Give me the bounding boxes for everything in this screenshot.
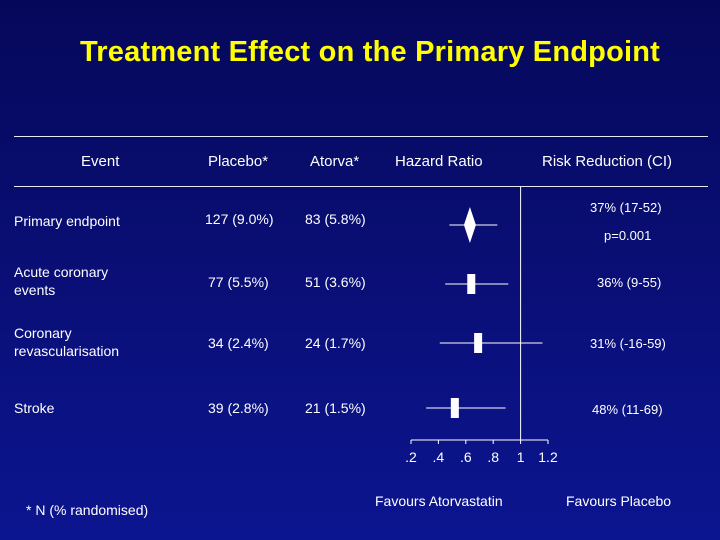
row-atorva-revascularisation: 24 (1.7%) [305,335,366,351]
row-risk-acute-coronary: 36% (9-55) [597,275,662,290]
header-event: Event [81,153,120,170]
header-hazard-ratio: Hazard Ratio [395,153,483,170]
hazard-ratio-marker [467,274,476,294]
footnote: * N (% randomised) [26,502,149,518]
header-atorva: Atorva* [310,153,360,170]
page-title: Treatment Effect on the Primary Endpoint [79,36,661,68]
favours-placebo-label: Favours Placebo [566,493,672,509]
x-tick-label: 1 [517,449,525,465]
hazard-ratio-diamond [463,207,476,243]
row-risk-stroke: 48% (11-69) [592,402,663,417]
top-rule [14,136,708,137]
header-placebo: Placebo* [208,153,269,170]
row-placebo-stroke: 39 (2.8%) [208,400,269,416]
x-tick-label: .6 [460,449,472,465]
x-tick-label: .2 [405,449,417,465]
header-rule [14,186,708,187]
row-event-acute-coronary: Acute coronary events [14,264,109,298]
row-placebo-primary: 127 (9.0%) [205,211,274,227]
favours-atorvastatin-label: Favours Atorvastatin [375,493,503,509]
x-tick-label: 1.2 [538,449,558,465]
row-atorva-primary: 83 (5.8%) [305,211,366,227]
header-risk-reduction: Risk Reduction (CI) [542,153,673,170]
row-event-stroke: Stroke [14,400,55,416]
x-tick-label: .4 [433,449,445,465]
row-atorva-acute-coronary: 51 (3.6%) [305,274,366,290]
hazard-ratio-marker [474,333,483,353]
row-event-revascularisation: Coronary revascularisation [14,325,120,359]
row-risk-revascularisation: 31% (-16-59) [590,336,666,351]
row-event-primary: Primary endpoint [14,213,120,229]
hazard-ratio-marker [450,398,459,418]
row-placebo-acute-coronary: 77 (5.5%) [208,274,269,290]
x-tick-label: .8 [487,449,499,465]
row-pvalue-primary: p=0.001 [604,228,652,243]
row-risk-primary: 37% (17-52) [590,200,662,215]
row-atorva-stroke: 21 (1.5%) [305,400,366,416]
row-placebo-revascularisation: 34 (2.4%) [208,335,269,351]
